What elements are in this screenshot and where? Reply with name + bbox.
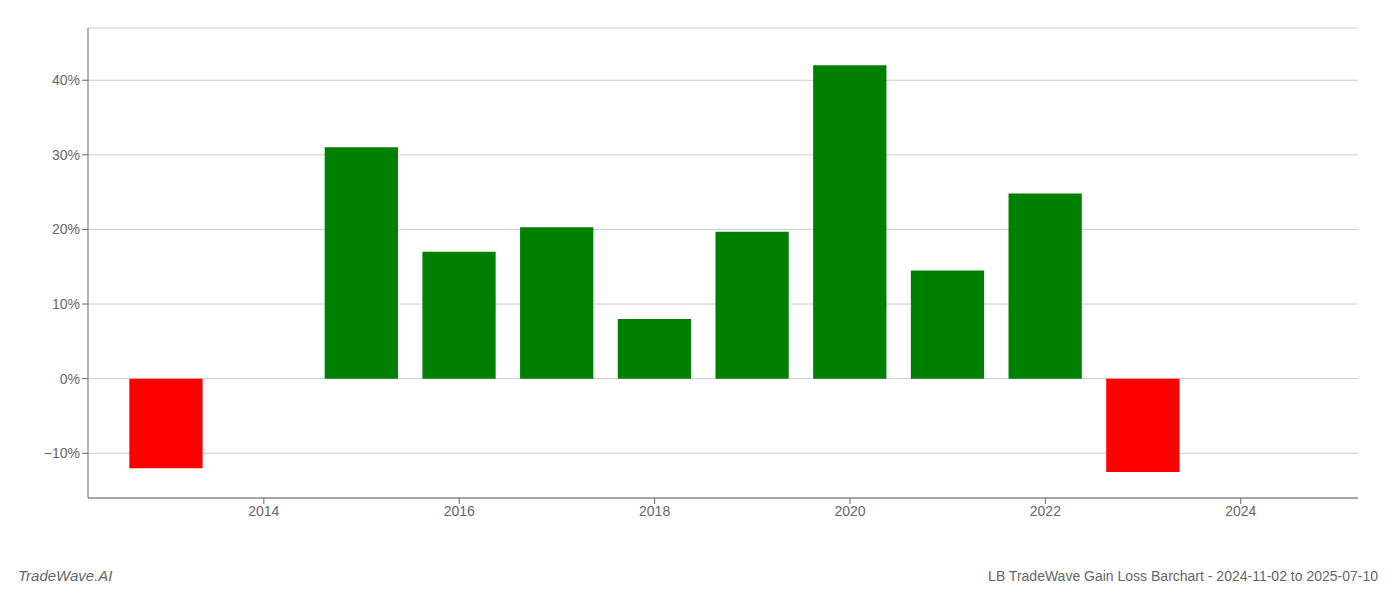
svg-text:2016: 2016: [444, 503, 475, 519]
svg-text:10%: 10%: [52, 296, 80, 312]
svg-text:2018: 2018: [639, 503, 670, 519]
svg-text:2024: 2024: [1225, 503, 1256, 519]
svg-text:2020: 2020: [834, 503, 865, 519]
html-text:TradeWave.AI: TradeWave.AI: [18, 567, 113, 584]
svg-text:2014: 2014: [248, 503, 279, 519]
svg-text:−10%: −10%: [44, 445, 80, 461]
svg-text:40%: 40%: [52, 72, 80, 88]
svg-text:0%: 0%: [60, 371, 80, 387]
svg-text:20%: 20%: [52, 221, 80, 237]
html-text:LB TradeWave Gain Loss Barchar: LB TradeWave Gain Loss Barchart - 2024-1…: [988, 568, 1378, 584]
svg-text:30%: 30%: [52, 147, 80, 163]
svg-text:2022: 2022: [1030, 503, 1061, 519]
